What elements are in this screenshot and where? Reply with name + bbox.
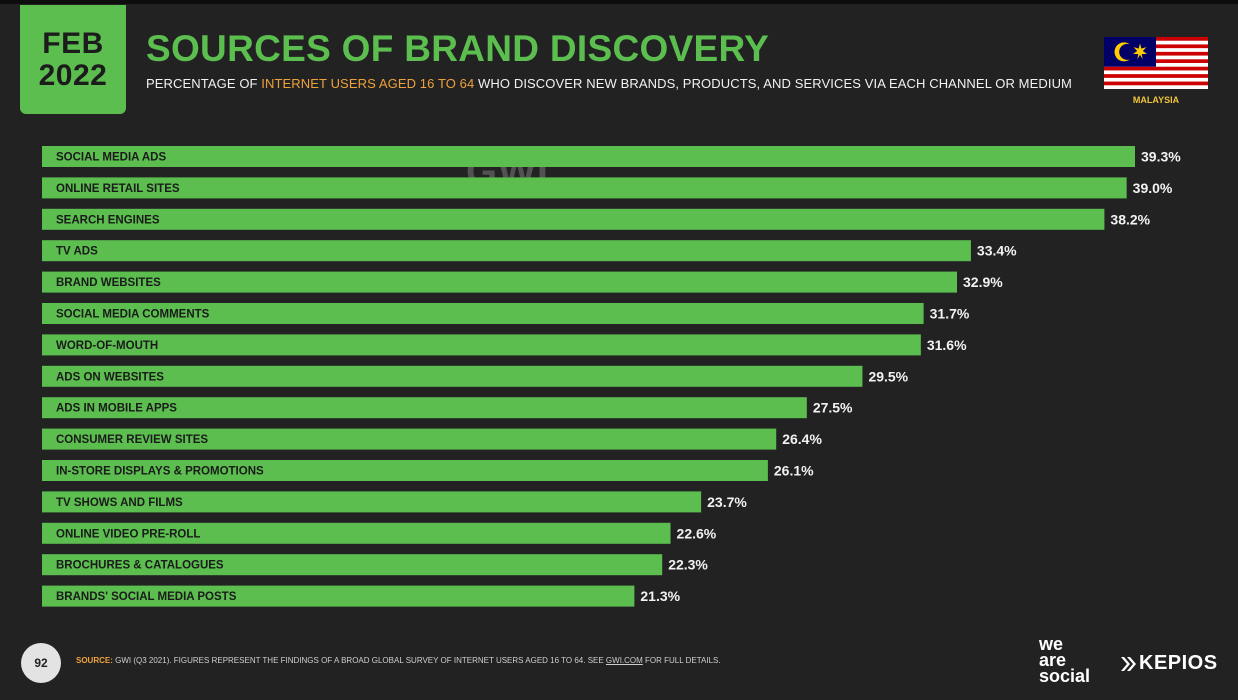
bar — [42, 491, 702, 513]
source-note: SOURCE: GWI (Q3 2021). FIGURES REPRESENT… — [76, 656, 721, 665]
bar-category-label: ADS IN MOBILE APPS — [56, 403, 177, 415]
bar-category-label: ADS ON WEBSITES — [56, 371, 164, 383]
kepios-wordmark: KEPIOS — [1139, 652, 1218, 674]
kepios-mark-icon — [1121, 656, 1136, 671]
bar-value-label: 26.4% — [782, 431, 822, 447]
bar — [42, 271, 958, 293]
bar-category-label: ONLINE RETAIL SITES — [56, 183, 180, 195]
bar-category-label: SOCIAL MEDIA ADS — [56, 152, 166, 164]
subtitle-pre: PERCENTAGE OF — [146, 76, 262, 91]
kepios-logo: KEPIOS — [1120, 652, 1218, 675]
bar-value-label: 31.6% — [927, 337, 967, 353]
bar — [42, 146, 1135, 167]
we-are-social-logo: we are social — [1039, 634, 1091, 686]
source-text: GWI (Q3 2021). FIGURES REPRESENT THE FIN… — [112, 656, 606, 665]
bar-value-label: 26.1% — [774, 463, 814, 479]
bar-category-label: BROCHURES & CATALOGUES — [56, 560, 224, 572]
bar — [42, 397, 807, 419]
subtitle-post: WHO DISCOVER NEW BRANDS, PRODUCTS, AND S… — [474, 76, 1072, 91]
bar-value-label: 39.3% — [1141, 149, 1181, 165]
bar-category-label: ONLINE VIDEO PRE-ROLL — [56, 528, 200, 540]
source-link[interactable]: GWI.COM — [605, 656, 643, 665]
bar — [42, 428, 777, 450]
bar-value-label: 27.5% — [813, 400, 853, 416]
bar-value-label: 22.3% — [668, 557, 708, 573]
bar-value-label: 31.7% — [930, 306, 970, 322]
bar-value-label: 21.3% — [640, 588, 680, 604]
brand-line-1: we — [1039, 634, 1064, 654]
bar-value-label: 23.7% — [707, 494, 747, 510]
top-edge — [0, 0, 1238, 4]
badge-year: 2022 — [38, 58, 108, 92]
bar — [42, 365, 863, 387]
bar — [42, 554, 663, 576]
bar — [42, 240, 971, 262]
bar-category-label: IN-STORE DISPLAYS & PROMOTIONS — [56, 466, 264, 478]
bar-category-label: TV ADS — [56, 246, 98, 258]
source-tail: FOR FULL DETAILS. — [642, 656, 721, 665]
bar-value-label: 22.6% — [677, 525, 717, 541]
bar — [42, 208, 1105, 230]
page-title: SOURCES OF BRAND DISCOVERY — [146, 28, 770, 69]
page-subtitle: PERCENTAGE OF INTERNET USERS AGED 16 TO … — [146, 76, 1072, 91]
subtitle-highlight: INTERNET USERS AGED 16 TO 64 — [261, 76, 475, 91]
badge-month: FEB — [42, 26, 104, 60]
malaysia-flag-icon — [1104, 37, 1208, 89]
bar-value-label: 32.9% — [963, 274, 1003, 290]
source-key: SOURCE: — [76, 656, 113, 665]
bar-category-label: SEARCH ENGINES — [56, 214, 160, 226]
bar-category-label: WORD-OF-MOUTH — [56, 340, 158, 352]
bar — [42, 460, 768, 481]
brand-line-2: are — [1039, 650, 1067, 670]
bar-value-label: 33.4% — [977, 243, 1017, 259]
date-badge: FEB 2022 — [20, 5, 126, 114]
bar-category-label: BRAND WEBSITES — [56, 277, 161, 289]
page-number: 92 — [21, 643, 61, 683]
bar-category-label: BRANDS' SOCIAL MEDIA POSTS — [56, 591, 237, 603]
bar-value-label: 38.2% — [1110, 211, 1150, 227]
bar — [42, 522, 671, 544]
bar-value-label: 39.0% — [1133, 180, 1173, 196]
bar-category-label: SOCIAL MEDIA COMMENTS — [56, 309, 210, 321]
bar-category-label: TV SHOWS AND FILMS — [56, 497, 183, 509]
brand-line-3: social — [1039, 666, 1091, 686]
bar — [42, 303, 924, 324]
bar-category-label: CONSUMER REVIEW SITES — [56, 434, 208, 446]
bar — [42, 177, 1127, 199]
bar-value-label: 29.5% — [868, 368, 908, 384]
bar — [42, 334, 921, 356]
country-label: MALAYSIA — [1132, 95, 1180, 105]
bar — [42, 585, 635, 607]
